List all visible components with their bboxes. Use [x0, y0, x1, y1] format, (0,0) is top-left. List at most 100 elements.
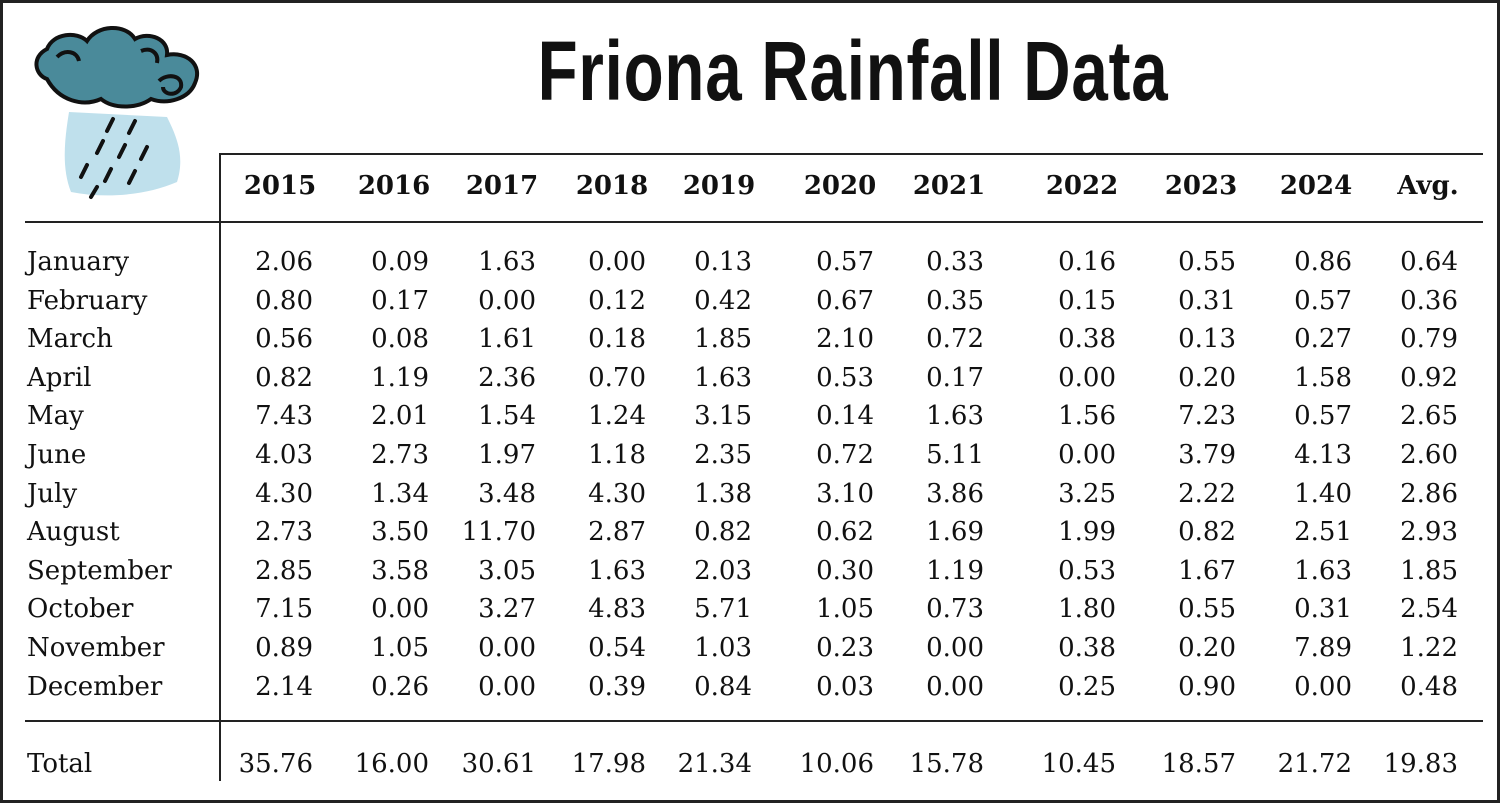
row-label: December	[27, 671, 163, 702]
data-cell: 2.51	[1294, 517, 1352, 548]
data-cell: 0.72	[816, 440, 874, 470]
data-cell: 1.38	[694, 478, 752, 509]
total-cell: 19.83	[1383, 749, 1458, 779]
data-cell: 1.80	[1058, 594, 1116, 625]
page-title: Friona Rainfall Data	[537, 24, 1169, 118]
total-cell: 18.57	[1161, 749, 1236, 779]
data-cell: 1.63	[694, 362, 752, 393]
data-cell: 4.30	[255, 478, 313, 509]
data-cell: 0.00	[926, 671, 984, 702]
data-cell: 0.20	[1178, 362, 1236, 393]
header-top-rule	[221, 153, 1483, 155]
row-label: August	[27, 517, 120, 548]
row-label: November	[27, 633, 165, 663]
data-cell: 0.30	[816, 555, 874, 586]
data-cell: 1.69	[926, 517, 984, 548]
total-label: Total	[27, 749, 93, 779]
data-cell: 0.20	[1178, 633, 1236, 663]
data-cell: 0.36	[1400, 285, 1458, 316]
data-cell: 0.82	[694, 517, 752, 548]
data-cell: 0.25	[1058, 671, 1116, 702]
data-cell: 1.54	[478, 401, 536, 432]
data-cell: 0.17	[371, 285, 429, 316]
data-cell: 0.48	[1400, 671, 1458, 702]
total-cell: 21.34	[677, 749, 752, 779]
rain-cloud-icon	[34, 25, 199, 199]
data-cell: 4.13	[1294, 440, 1352, 470]
data-cell: 0.57	[1294, 285, 1352, 316]
data-cell: 0.00	[371, 594, 429, 625]
data-cell: 5.11	[926, 440, 984, 470]
row-label: June	[27, 440, 87, 470]
data-cell: 3.48	[478, 478, 536, 509]
data-cell: 1.19	[926, 555, 984, 586]
data-cell: 0.00	[926, 633, 984, 663]
data-cell: 1.99	[1058, 517, 1116, 548]
data-cell: 0.70	[588, 362, 646, 393]
data-cell: 7.89	[1294, 633, 1352, 663]
column-header: 2020	[803, 171, 877, 201]
data-cell: 0.00	[478, 633, 536, 663]
data-cell: 0.17	[926, 362, 984, 393]
data-cell: 2.36	[478, 362, 536, 393]
data-cell: 7.23	[1178, 401, 1236, 432]
data-cell: 0.67	[816, 285, 874, 316]
row-label: March	[27, 324, 113, 355]
data-cell: 0.53	[816, 362, 874, 393]
data-cell: 1.56	[1058, 401, 1116, 432]
data-cell: 0.80	[255, 285, 313, 316]
column-header: 2017	[465, 171, 539, 201]
data-cell: 0.12	[588, 285, 646, 316]
column-header: 2024	[1279, 171, 1353, 201]
data-cell: 11.70	[461, 517, 536, 548]
data-cell: 0.03	[816, 671, 874, 702]
data-cell: 2.10	[816, 324, 874, 355]
total-cell: 10.06	[799, 749, 874, 779]
data-cell: 0.42	[694, 285, 752, 316]
data-cell: 0.14	[816, 401, 874, 432]
data-cell: 1.18	[588, 440, 646, 470]
total-cell: 35.76	[238, 749, 313, 779]
data-cell: 0.86	[1294, 247, 1352, 277]
data-cell: 4.30	[588, 478, 646, 509]
data-cell: 3.86	[926, 478, 984, 509]
data-cell: 2.54	[1400, 594, 1458, 625]
data-cell: 0.73	[926, 594, 984, 625]
data-cell: 1.63	[478, 247, 536, 277]
data-cell: 0.54	[588, 633, 646, 663]
data-cell: 7.15	[255, 594, 313, 625]
data-cell: 0.33	[926, 247, 984, 277]
row-label: February	[27, 285, 148, 316]
data-cell: 0.53	[1058, 555, 1116, 586]
data-cell: 7.43	[255, 401, 313, 432]
data-cell: 0.13	[694, 247, 752, 277]
data-cell: 0.56	[255, 324, 313, 355]
data-cell: 0.90	[1178, 671, 1236, 702]
data-cell: 1.63	[588, 555, 646, 586]
total-cell: 15.78	[909, 749, 984, 779]
data-cell: 0.38	[1058, 633, 1116, 663]
data-cell: 0.00	[478, 671, 536, 702]
row-label: October	[27, 594, 134, 625]
data-cell: 1.61	[478, 324, 536, 355]
total-top-rule	[25, 720, 1483, 722]
column-header: 2018	[575, 171, 649, 201]
data-cell: 0.16	[1058, 247, 1116, 277]
data-cell: 0.72	[926, 324, 984, 355]
data-cell: 0.00	[1058, 440, 1116, 470]
column-header: 2023	[1164, 171, 1238, 201]
data-cell: 2.14	[255, 671, 313, 702]
data-cell: 2.93	[1400, 517, 1458, 548]
data-cell: 5.71	[694, 594, 752, 625]
data-cell: 2.73	[255, 517, 313, 548]
data-cell: 2.87	[588, 517, 646, 548]
data-cell: 0.84	[694, 671, 752, 702]
total-cell: 16.00	[354, 749, 429, 779]
data-cell: 0.00	[1058, 362, 1116, 393]
data-cell: 0.57	[1294, 401, 1352, 432]
total-cell: 21.72	[1277, 749, 1352, 779]
data-cell: 0.18	[588, 324, 646, 355]
data-cell: 1.05	[816, 594, 874, 625]
data-cell: 0.31	[1178, 285, 1236, 316]
